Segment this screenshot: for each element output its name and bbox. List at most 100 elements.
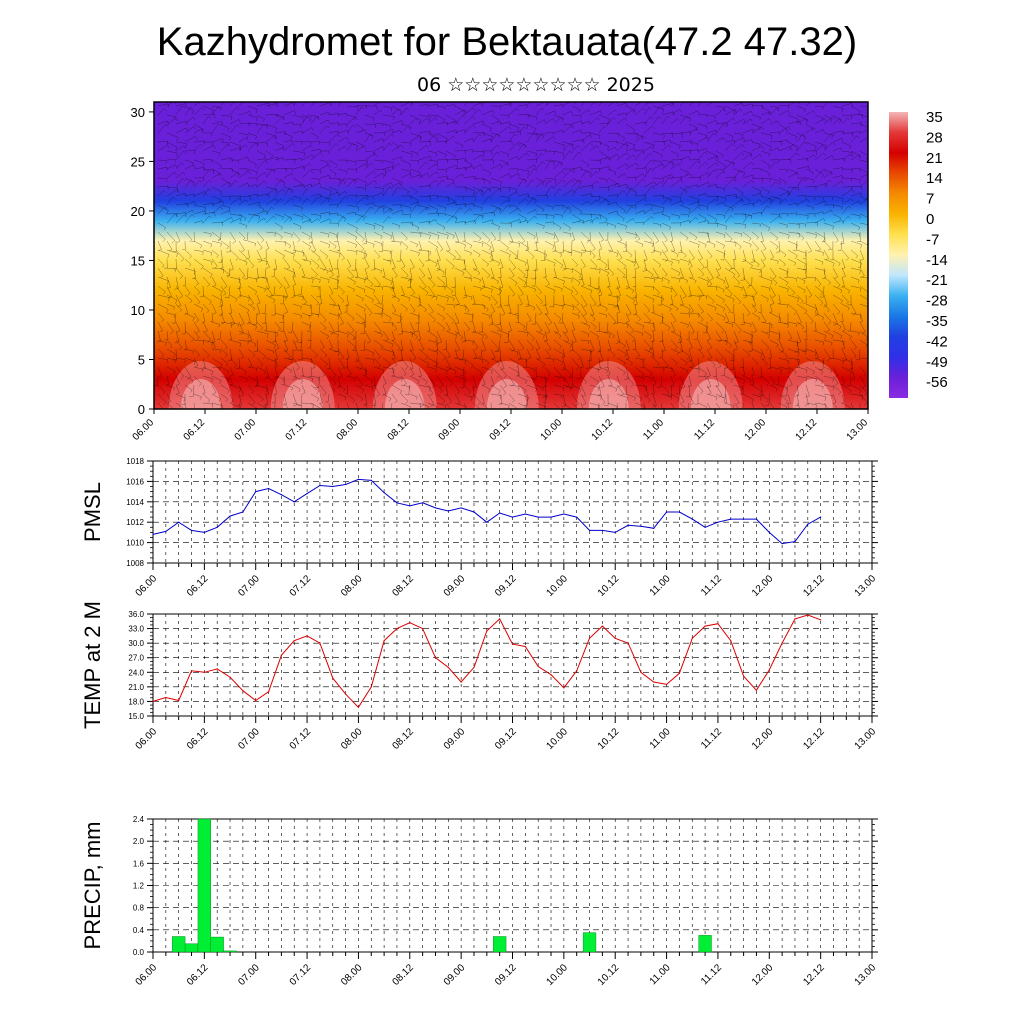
colorbar-label: 28 (926, 129, 943, 146)
y-tick-label: 1018 (126, 457, 144, 466)
x-tick-label: 07.12 (288, 573, 314, 599)
y-tick-label: 1.6 (133, 859, 145, 868)
y-tick-label: 36.0 (128, 610, 144, 619)
x-tick-label: 07.00 (236, 573, 262, 599)
wind-barbs (154, 102, 868, 409)
heatmap-x-tick-label: 10.12 (590, 417, 616, 443)
colorbar-strip (889, 112, 908, 398)
x-tick-label: 06.12 (185, 573, 211, 599)
x-tick-label: 11.12 (699, 573, 724, 598)
series-point (422, 627, 424, 630)
precip-bar (197, 818, 211, 953)
x-tick-label: 12.00 (750, 573, 776, 599)
heatmap-x-axis: 06.00 06.12 07.00 07.12 08.00 08.12 09.00 09.12… (131, 409, 870, 443)
colorbar-label: -35 (926, 313, 948, 330)
x-tick-label: 11.00 (648, 726, 673, 751)
series-point (473, 511, 475, 513)
series-point (743, 675, 745, 677)
series-point (550, 674, 552, 676)
series-point (627, 642, 629, 644)
series-point (653, 527, 655, 529)
series-point (614, 637, 616, 639)
series-point (486, 630, 488, 632)
y-tick-label: 1012 (126, 518, 144, 527)
series-point (768, 531, 770, 534)
x-tick-label: 06.12 (185, 726, 211, 752)
heatmap-y-tick-label: 5 (138, 352, 145, 367)
y-tick-label: 2.0 (133, 837, 145, 846)
series-point (614, 531, 616, 534)
x-tick-label: 06.00 (134, 962, 160, 988)
series-point (152, 700, 154, 703)
series-point (242, 690, 244, 692)
y-tick-label: 18.0 (128, 697, 144, 706)
series-point (755, 689, 758, 691)
colorbar-label: -28 (926, 293, 948, 310)
series-point (306, 635, 308, 637)
heatmap-y-tick-label: 30 (131, 105, 145, 120)
heatmap-y-axis: 0 5 10 15 20 25 30 (131, 105, 154, 417)
x-tick-label: 06.00 (134, 573, 160, 599)
series-point (717, 521, 719, 523)
series-point (229, 515, 231, 517)
series-point (601, 529, 603, 531)
x-tick-label: 11.00 (648, 962, 673, 987)
series-point (357, 478, 360, 480)
colorbar-label: 35 (926, 109, 943, 126)
colorbar-label: 21 (926, 150, 943, 167)
series-point (794, 540, 796, 543)
heatmap-x-tick-label: 06.00 (131, 417, 157, 443)
series-point (576, 516, 578, 518)
series-point (203, 671, 205, 673)
series-point (306, 493, 308, 495)
heatmap-x-tick-label: 07.00 (233, 417, 259, 443)
y-tick-label: 1016 (126, 477, 144, 486)
x-tick-label: 12.12 (801, 726, 827, 752)
series-point (550, 516, 552, 518)
series-point (588, 637, 591, 639)
series-point (601, 625, 603, 627)
x-tick-label: 12.12 (801, 962, 827, 988)
y-axis-label: PRECIP, mm (80, 822, 105, 950)
series-point (216, 526, 218, 528)
colorbar-label: -49 (926, 354, 948, 371)
colorbar-label: -56 (926, 374, 948, 391)
x-tick-label: 08.00 (339, 573, 365, 599)
series-point (242, 511, 244, 513)
series-point (755, 518, 758, 520)
series-point (820, 516, 822, 518)
series-point (370, 686, 372, 688)
x-tick-label: 06.12 (185, 962, 211, 988)
x-tick-label: 07.12 (288, 726, 314, 752)
heatmap-y-tick-label: 0 (138, 402, 145, 417)
series-point (691, 518, 693, 520)
series-point (730, 640, 732, 642)
series-point (537, 516, 539, 518)
series-point (178, 699, 180, 702)
heatmap-y-tick-label: 20 (131, 204, 145, 219)
x-tick-label: 10.12 (596, 573, 622, 599)
series-point (486, 521, 488, 523)
heatmap-x-tick-label: 07.12 (284, 417, 310, 443)
colorbar-labels: 35 28 21 14 7 0 -7 -14 -21 -28 -35 -42 -49 -56 (926, 109, 948, 391)
y-tick-label: 1014 (126, 498, 144, 507)
y-tick-label: 21.0 (128, 683, 144, 692)
x-tick-label: 10.00 (545, 573, 571, 599)
series-point (460, 681, 462, 683)
series-point (678, 672, 681, 674)
wind-barb-field (154, 102, 868, 409)
precip-bar (582, 932, 597, 953)
x-tick-label: 10.12 (596, 726, 622, 752)
series-point (447, 510, 449, 512)
y-tick-label: 1.2 (133, 882, 145, 891)
warm-surface-core (180, 379, 221, 409)
series-point (781, 642, 783, 644)
series-point (383, 640, 385, 642)
series-point (794, 618, 796, 620)
series-point (781, 543, 783, 545)
heatmap-x-tick-label: 10.00 (539, 417, 565, 443)
series-point (267, 691, 270, 693)
x-tick-label: 13.00 (853, 726, 879, 752)
cross-section-panel: 0 5 10 15 20 25 30 06.00 06.12 07.00 07.12 08.00 08… (131, 101, 870, 443)
heatmap-y-tick-label: 10 (131, 303, 145, 318)
